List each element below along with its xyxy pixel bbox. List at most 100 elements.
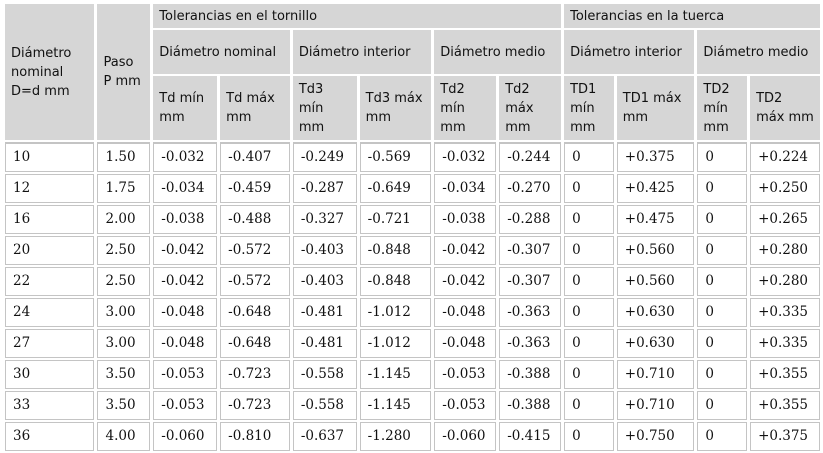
cell-diametro-nominal: 22 [5, 267, 95, 296]
cell-TD2-min: 0 [697, 298, 748, 327]
cell-TD2-min: 0 [697, 236, 748, 265]
cell-td3-max: -1.280 [359, 422, 432, 451]
cell-td-min: -0.042 [153, 236, 218, 265]
cell-paso: 4.00 [97, 422, 151, 451]
cell-td2-min: -0.060 [434, 422, 497, 451]
cell-TD2-max: +0.265 [750, 205, 820, 234]
cell-TD2-min: 0 [697, 205, 748, 234]
cell-td3-max: -0.848 [359, 236, 432, 265]
cell-TD2-max: +0.375 [750, 422, 820, 451]
cell-td3-max: -0.649 [359, 174, 432, 203]
cell-td2-max: -0.307 [499, 267, 562, 296]
cell-TD2-max: +0.250 [750, 174, 820, 203]
cell-TD1-min: 0 [564, 267, 614, 296]
cell-paso: 2.00 [97, 205, 151, 234]
cell-paso: 3.50 [97, 360, 151, 389]
header-tuerca-diametro-medio: Diámetro medio [697, 30, 820, 74]
cell-td-max: -0.488 [220, 205, 290, 234]
cell-td2-max: -0.288 [499, 205, 562, 234]
cell-diametro-nominal: 36 [5, 422, 95, 451]
cell-td2-min: -0.034 [434, 174, 497, 203]
cell-td3-min: -0.481 [292, 329, 357, 358]
header-TD1-max: TD1 máx mm [616, 76, 695, 140]
header-td3-max: Td3 máx mm [359, 76, 432, 140]
cell-diametro-nominal: 27 [5, 329, 95, 358]
cell-TD1-max: +0.630 [616, 329, 695, 358]
cell-td2-max: -0.270 [499, 174, 562, 203]
cell-diametro-nominal: 10 [5, 142, 95, 172]
table-row: 24 3.00 -0.048 -0.648 -0.481 -1.012 -0.0… [5, 298, 820, 327]
table-row: 16 2.00 -0.038 -0.488 -0.327 -0.721 -0.0… [5, 205, 820, 234]
header-row-diameters: Diámetro nominal Diámetro interior Diáme… [5, 30, 820, 74]
cell-td2-max: -0.363 [499, 329, 562, 358]
cell-td2-min: -0.048 [434, 298, 497, 327]
cell-td3-min: -0.558 [292, 360, 357, 389]
cell-td3-max: -1.012 [359, 298, 432, 327]
header-paso: Paso P mm [97, 4, 151, 140]
header-tuerca-diametro-interior: Diámetro interior [564, 30, 695, 74]
cell-TD1-min: 0 [564, 142, 614, 172]
cell-TD2-max: +0.280 [750, 236, 820, 265]
cell-TD1-min: 0 [564, 298, 614, 327]
cell-td2-max: -0.244 [499, 142, 562, 172]
cell-td-min: -0.053 [153, 391, 218, 420]
cell-td2-min: -0.038 [434, 205, 497, 234]
cell-td3-max: -1.012 [359, 329, 432, 358]
table-body: 10 1.50 -0.032 -0.407 -0.249 -0.569 -0.0… [5, 142, 820, 451]
cell-TD1-min: 0 [564, 329, 614, 358]
cell-TD1-min: 0 [564, 391, 614, 420]
cell-td-max: -0.407 [220, 142, 290, 172]
cell-td2-max: -0.415 [499, 422, 562, 451]
cell-td2-min: -0.053 [434, 360, 497, 389]
cell-TD2-min: 0 [697, 142, 748, 172]
cell-TD1-min: 0 [564, 174, 614, 203]
cell-TD2-max: +0.355 [750, 391, 820, 420]
cell-paso: 3.50 [97, 391, 151, 420]
cell-td2-min: -0.042 [434, 267, 497, 296]
cell-diametro-nominal: 33 [5, 391, 95, 420]
cell-td-min: -0.034 [153, 174, 218, 203]
header-td2-max: Td2 máx mm [499, 76, 562, 140]
table-row: 22 2.50 -0.042 -0.572 -0.403 -0.848 -0.0… [5, 267, 820, 296]
cell-td3-max: -1.145 [359, 360, 432, 389]
cell-TD1-max: +0.710 [616, 360, 695, 389]
cell-td3-min: -0.403 [292, 267, 357, 296]
cell-TD2-max: +0.335 [750, 298, 820, 327]
cell-td2-max: -0.388 [499, 360, 562, 389]
cell-paso: 1.75 [97, 174, 151, 203]
cell-TD2-min: 0 [697, 360, 748, 389]
cell-td-max: -0.648 [220, 298, 290, 327]
cell-paso: 2.50 [97, 236, 151, 265]
cell-TD1-max: +0.630 [616, 298, 695, 327]
table-row: 12 1.75 -0.034 -0.459 -0.287 -0.649 -0.0… [5, 174, 820, 203]
header-row-groups: Diámetro nominal D=d mm Paso P mm Tolera… [5, 4, 820, 140]
cell-td3-min: -0.327 [292, 205, 357, 234]
cell-TD2-min: 0 [697, 391, 748, 420]
cell-TD1-max: +0.475 [616, 205, 695, 234]
cell-td3-min: -0.403 [292, 236, 357, 265]
cell-td-min: -0.053 [153, 360, 218, 389]
cell-TD2-min: 0 [697, 267, 748, 296]
table-row: 20 2.50 -0.042 -0.572 -0.403 -0.848 -0.0… [5, 236, 820, 265]
cell-td-max: -0.572 [220, 236, 290, 265]
cell-td3-min: -0.481 [292, 298, 357, 327]
cell-td3-min: -0.637 [292, 422, 357, 451]
cell-td-min: -0.038 [153, 205, 218, 234]
cell-td-max: -0.459 [220, 174, 290, 203]
cell-paso: 3.00 [97, 329, 151, 358]
cell-td-max: -0.723 [220, 391, 290, 420]
cell-TD2-max: +0.224 [750, 142, 820, 172]
cell-paso: 3.00 [97, 298, 151, 327]
header-td2-min: Td2 mín mm [434, 76, 497, 140]
header-td-min: Td mín mm [153, 76, 218, 140]
cell-td-max: -0.648 [220, 329, 290, 358]
cell-TD1-max: +0.560 [616, 236, 695, 265]
cell-td-min: -0.048 [153, 329, 218, 358]
header-diametro-nominal: Diámetro nominal D=d mm [5, 4, 95, 140]
cell-TD1-max: +0.425 [616, 174, 695, 203]
cell-diametro-nominal: 30 [5, 360, 95, 389]
header-tolerancias-tuerca: Tolerancias en la tuerca [564, 4, 820, 28]
cell-paso: 2.50 [97, 267, 151, 296]
cell-TD1-max: +0.375 [616, 142, 695, 172]
